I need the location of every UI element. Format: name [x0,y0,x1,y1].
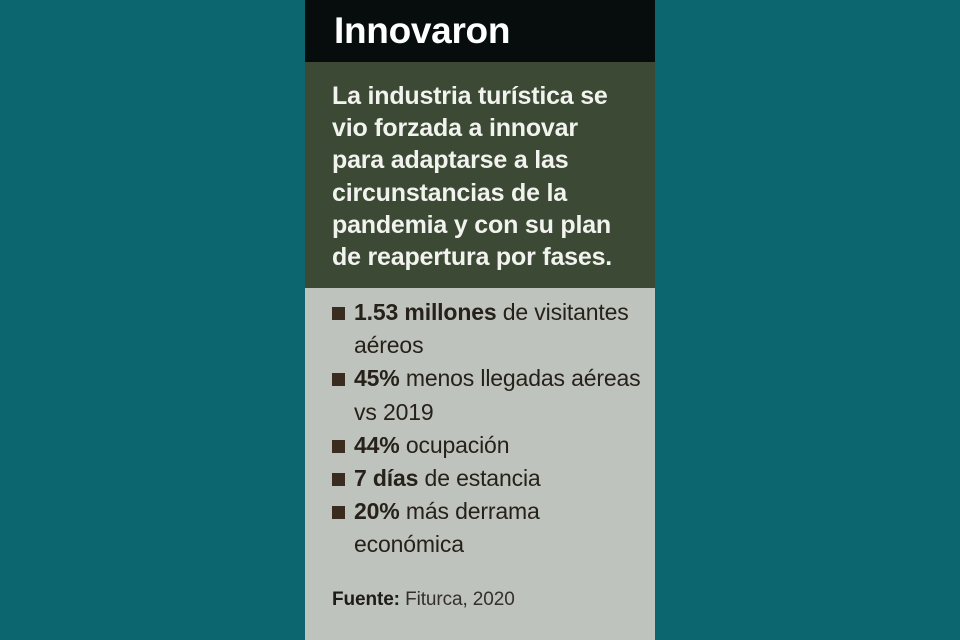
stat-value: 45% [354,365,400,392]
list-item: 45% menos llegadas aéreas vs 2019 [332,362,641,428]
card-stats-panel: 1.53 millones de visitantes aéreos 45% me… [305,288,655,640]
infographic-card: Innovaron La industria turística se vio … [305,0,655,640]
square-bullet-icon [332,439,345,453]
square-bullet-icon [332,473,345,487]
list-item: 44% ocupación [332,429,641,462]
source-value: Fiturca, 2020 [399,588,515,610]
list-item: 1.53 millones de visitantes aéreos [332,296,641,362]
stat-label: ocupación [399,431,510,458]
stat-value: 1.53 millones [354,299,497,325]
list-item: 20% más derrama económica [332,495,641,561]
stat-label: de estancia [418,465,541,492]
page-title: Innovaron [334,10,511,51]
stats-list: 1.53 millones de visitantes aéreos 45% me… [332,296,641,562]
square-bullet-icon [332,506,345,520]
stat-label: de visitantes aéreos [354,299,629,359]
source-label: Fuente: [332,588,400,610]
card-description-panel: La industria turística se vio forzada a … [305,62,655,288]
card-header: Innovaron [305,0,655,62]
stat-value: 7 días [354,465,419,492]
stat-value: 20% [354,498,400,525]
stat-label: menos llegadas aéreas vs 2019 [354,365,641,425]
stat-value: 44% [354,431,400,458]
source-attribution: Fuente: Fiturca, 2020 [332,588,641,612]
stat-label: más derrama económica [354,498,540,558]
card-description-text: La industria turística se vio forzada a … [332,82,613,272]
list-item: 7 días de estancia [332,462,641,495]
square-bullet-icon [332,373,345,387]
square-bullet-icon [332,307,345,320]
